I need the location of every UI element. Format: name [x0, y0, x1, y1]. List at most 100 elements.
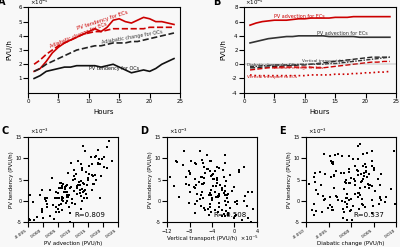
- Text: Diabatic change for OCs: Diabatic change for OCs: [247, 63, 297, 67]
- Point: [240, 165, 247, 169]
- Point: [365, 182, 371, 186]
- Point: [352, 192, 358, 196]
- Point: [95, 162, 102, 166]
- Point: [74, 192, 80, 196]
- Text: E: E: [279, 126, 286, 136]
- Point: [369, 159, 375, 163]
- Point: [371, 168, 378, 172]
- Point: [327, 159, 334, 163]
- Point: [209, 173, 215, 177]
- Point: [213, 184, 219, 187]
- Text: Vertical transport for OCs: Vertical transport for OCs: [302, 59, 354, 63]
- Point: [222, 161, 228, 165]
- Point: [198, 182, 205, 186]
- Point: [190, 185, 197, 189]
- Point: [85, 164, 92, 167]
- Point: [196, 181, 203, 185]
- Point: [59, 195, 65, 199]
- Point: [342, 178, 349, 182]
- Point: [212, 169, 218, 173]
- Point: [346, 209, 353, 213]
- Point: [216, 192, 223, 196]
- Point: [187, 172, 194, 176]
- Point: [382, 200, 388, 204]
- Point: [95, 148, 102, 152]
- Text: $\times10^{-3}$: $\times10^{-3}$: [30, 127, 49, 136]
- Point: [192, 162, 199, 166]
- Point: [74, 186, 80, 190]
- X-axis label: Diabatic change (PVU/h): Diabatic change (PVU/h): [318, 241, 385, 246]
- Point: [318, 183, 324, 187]
- Point: [206, 213, 213, 217]
- Point: [61, 190, 67, 194]
- Point: [59, 198, 65, 202]
- Point: [377, 183, 383, 186]
- Point: [343, 181, 349, 185]
- Point: [204, 167, 211, 171]
- Point: [53, 190, 60, 194]
- Point: [80, 181, 86, 185]
- Point: [355, 173, 361, 177]
- Point: [375, 177, 381, 181]
- Point: [71, 168, 77, 172]
- Point: [355, 157, 361, 161]
- Point: [200, 165, 207, 169]
- Point: [69, 197, 75, 201]
- Point: [361, 174, 368, 178]
- Point: [64, 195, 70, 199]
- Point: [37, 193, 43, 197]
- Point: [224, 196, 230, 200]
- Point: [207, 205, 213, 209]
- Point: [225, 211, 231, 215]
- Point: [260, 202, 266, 206]
- Point: [74, 159, 81, 163]
- Point: [88, 188, 95, 192]
- Point: [367, 183, 374, 187]
- Point: [31, 245, 38, 247]
- Text: $\times10^{-3}$: $\times10^{-3}$: [169, 127, 188, 136]
- Point: [356, 207, 362, 211]
- Point: [354, 168, 360, 172]
- Point: [104, 145, 110, 149]
- Point: [238, 218, 245, 222]
- Point: [346, 170, 353, 174]
- Point: [72, 177, 78, 181]
- Point: [376, 202, 382, 206]
- Point: [183, 175, 190, 179]
- Point: [293, 227, 299, 231]
- Point: [339, 199, 345, 203]
- Point: [26, 217, 32, 221]
- Point: [93, 154, 99, 158]
- Point: [62, 187, 68, 191]
- Point: [340, 216, 346, 220]
- Point: [66, 186, 73, 190]
- Point: [171, 185, 178, 188]
- Point: [244, 204, 250, 208]
- Point: [356, 225, 362, 229]
- Point: [344, 202, 350, 206]
- Point: [232, 214, 238, 218]
- Point: [395, 162, 400, 166]
- Point: [263, 208, 270, 212]
- Text: D: D: [140, 126, 148, 136]
- Point: [334, 195, 340, 199]
- Point: [80, 190, 86, 194]
- Point: [242, 194, 248, 198]
- Point: [313, 188, 320, 192]
- Point: [76, 180, 82, 184]
- Point: [208, 159, 214, 163]
- Point: [78, 162, 84, 166]
- Point: [52, 196, 58, 200]
- Point: [351, 177, 357, 181]
- Point: [234, 199, 240, 203]
- Point: [188, 159, 194, 163]
- Point: [335, 198, 341, 202]
- Point: [357, 193, 364, 197]
- Point: [74, 184, 80, 188]
- Point: [342, 196, 349, 200]
- Point: [215, 210, 222, 214]
- Point: [215, 235, 222, 239]
- Point: [50, 231, 57, 235]
- Text: $\times10^{-3}$: $\times10^{-3}$: [308, 127, 327, 136]
- Point: [352, 179, 358, 183]
